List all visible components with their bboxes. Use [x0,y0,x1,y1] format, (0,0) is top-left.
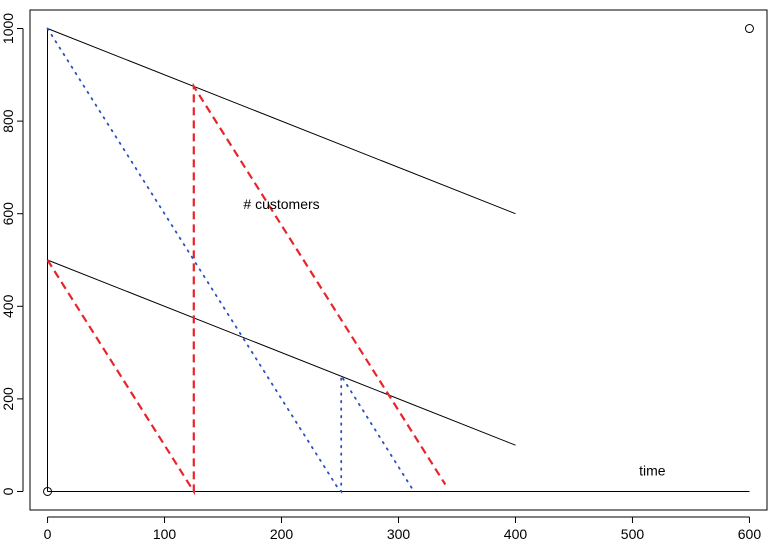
x-tick-label: 200 [270,526,294,542]
y-tick-label: 1000 [0,13,16,44]
x-tick-label: 300 [387,526,411,542]
x-tick-label: 600 [738,526,762,542]
series-group [43,24,754,496]
y-tick-label: 400 [0,294,16,318]
y-tick-label: 0 [0,487,16,495]
x-tick-label: 0 [44,526,52,542]
y-tick-label: 600 [0,202,16,226]
x-tick-label: 400 [504,526,528,542]
annotation-label: # customers [243,196,319,212]
plot-box [29,9,768,511]
annotation-label: time [639,462,666,478]
series-line-solid [47,259,516,446]
x-tick-label: 500 [621,526,645,542]
data-point [43,486,53,496]
y-tick-label: 200 [0,387,16,411]
series-line-solid [47,28,516,215]
data-point [744,24,754,34]
series-line-dotted [46,27,414,494]
y-tick-label: 800 [0,109,16,133]
annotations-group: # customers time [243,196,665,478]
series-line-dashed [46,82,447,496]
axes: 0 100 200 300 400 500 600 0 200 400 600 800 1000 [0,13,761,542]
x-tick-label: 100 [153,526,177,542]
